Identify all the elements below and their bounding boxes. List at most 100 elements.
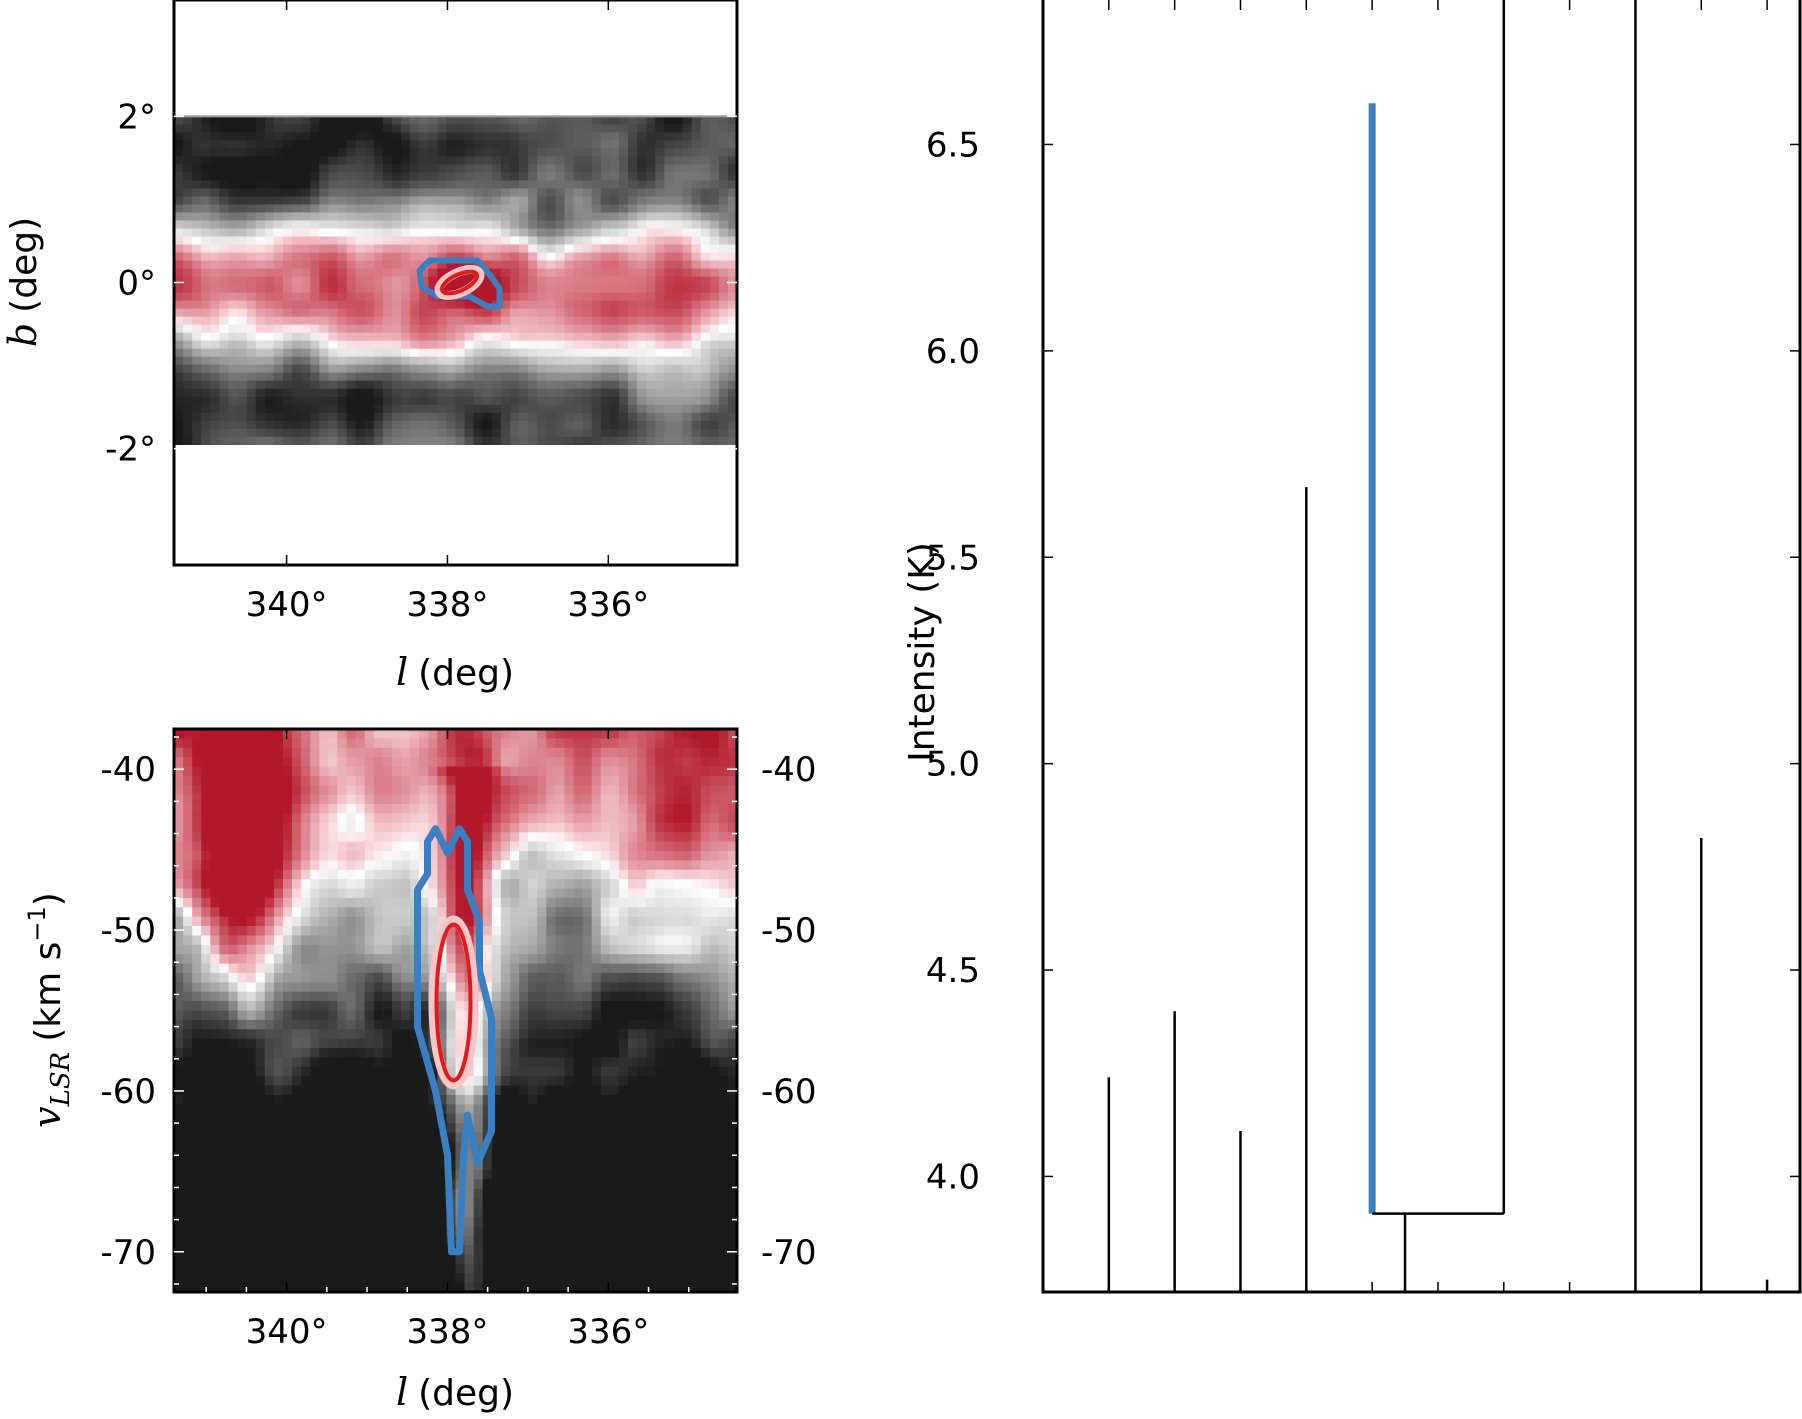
lv-heat-cell xyxy=(355,1019,366,1030)
lb-heat-cell xyxy=(509,284,520,294)
lb-heat-cell xyxy=(609,220,620,230)
lb-heat-cell xyxy=(618,204,629,214)
lv-heat-cell xyxy=(391,963,402,974)
lb-heat-cell xyxy=(600,244,611,254)
lb-heat-cell xyxy=(591,308,602,318)
lb-heat-cell xyxy=(310,212,320,222)
lv-heat-cell xyxy=(246,944,257,955)
lb-heat-cell xyxy=(255,196,266,206)
lv-heat-cell xyxy=(482,775,493,786)
lb-heat-cell xyxy=(700,188,711,198)
lb-heat-cell xyxy=(509,196,520,206)
lb-heat-cell xyxy=(419,212,429,222)
lv-heat-cell xyxy=(727,879,737,890)
lv-heat-cell xyxy=(319,972,329,983)
lv-heat-cell xyxy=(237,1029,248,1040)
lb-heat-cell xyxy=(201,316,211,326)
lv-heat-cell xyxy=(628,972,638,983)
lb-heat-cell xyxy=(219,308,230,318)
lb-heat-cell xyxy=(446,244,457,254)
lv-heat-cell xyxy=(600,1010,611,1021)
lb-heat-cell xyxy=(718,412,729,422)
lb-heat-cell xyxy=(609,404,620,414)
lb-heat-cell xyxy=(491,412,502,422)
lv-heat-cell xyxy=(473,813,484,824)
lb-heat-cell xyxy=(255,444,266,445)
lb-heat-cell xyxy=(600,268,611,278)
lv-heat-cell xyxy=(401,954,411,965)
lv-heat-cell xyxy=(391,935,402,946)
lb-heat-cell xyxy=(328,404,339,414)
lb-heat-cell xyxy=(201,268,211,278)
lv-heat-cell xyxy=(718,991,729,1002)
lv-heat-cell xyxy=(500,1029,511,1040)
lv-heat-cell xyxy=(618,1038,629,1049)
lb-heat-cell xyxy=(519,284,529,294)
lv-heat-cell xyxy=(491,879,502,890)
lb-heat-cell xyxy=(237,236,248,246)
lv-heat-cell xyxy=(301,813,311,824)
lb-heat-cell xyxy=(282,204,293,214)
lb-heat-cell xyxy=(564,236,575,246)
lv-heat-cell xyxy=(183,747,193,758)
lv-heat-cell xyxy=(664,1010,675,1021)
lb-heat-cell xyxy=(373,348,384,358)
lv-heat-cell xyxy=(609,1057,620,1068)
lb-heat-cell xyxy=(255,124,266,133)
lb-heat-cell xyxy=(682,412,693,422)
lv-heat-cell xyxy=(246,1010,257,1021)
lv-heat-cell xyxy=(600,926,611,937)
lb-heat-cell xyxy=(600,300,611,310)
lb-heat-cell xyxy=(174,164,184,174)
lv-heat-cell xyxy=(210,1076,220,1087)
lb-heat-cell xyxy=(355,372,366,382)
lb-heat-cell xyxy=(618,196,629,206)
lb-heat-cell xyxy=(446,236,457,246)
lb-heat-cell xyxy=(637,244,647,254)
lb-heat-cell xyxy=(410,436,420,445)
lb-heat-cell xyxy=(210,324,220,334)
lv-heat-cell xyxy=(709,738,720,749)
lb-heat-cell xyxy=(618,220,629,230)
lv-heat-cell xyxy=(201,1019,211,1030)
lv-heat-cell xyxy=(328,963,339,974)
lb-heat-cell xyxy=(391,388,402,398)
lb-heat-cell xyxy=(546,252,556,262)
lb-heat-cell xyxy=(201,188,211,198)
lb-heat-cell xyxy=(564,444,575,445)
lv-heat-cell xyxy=(319,1029,329,1040)
lb-heat-cell xyxy=(682,324,693,334)
lv-heat-cell xyxy=(537,1019,547,1030)
lb-heat-cell xyxy=(682,220,693,230)
lb-heat-cell xyxy=(301,308,311,318)
lv-heat-cell xyxy=(591,813,602,824)
lv-heat-cell xyxy=(228,729,239,739)
lv-heat-cell xyxy=(364,935,375,946)
lb-heat-cell xyxy=(410,124,420,133)
lb-heat-cell xyxy=(528,116,538,125)
lv-heat-cell xyxy=(401,794,411,805)
lb-heat-cell xyxy=(582,180,593,190)
lb-heat-cell xyxy=(509,436,520,445)
lv-heat-cell xyxy=(700,813,711,824)
lv-heat-cell xyxy=(246,926,257,937)
lb-heat-cell xyxy=(210,196,220,206)
lb-heat-cell xyxy=(174,140,184,149)
lb-heat-cell xyxy=(509,164,520,174)
lb-heat-cell xyxy=(564,180,575,190)
lb-heat-cell xyxy=(282,196,293,206)
lb-heat-cell xyxy=(346,172,357,182)
lb-heat-cell xyxy=(192,164,202,174)
lb-heat-cell xyxy=(264,220,275,230)
lb-heat-cell xyxy=(174,412,184,422)
lv-heat-cell xyxy=(391,794,402,805)
lv-heat-cell xyxy=(655,991,665,1002)
lv-heat-cell xyxy=(446,747,457,758)
lb-heat-cell xyxy=(273,276,284,286)
lv-heat-cell xyxy=(673,926,684,937)
lb-heat-cell xyxy=(237,300,248,310)
lb-heat-cell xyxy=(273,316,284,326)
lv-heat-cell xyxy=(609,982,620,993)
lb-heat-cell xyxy=(174,332,184,342)
